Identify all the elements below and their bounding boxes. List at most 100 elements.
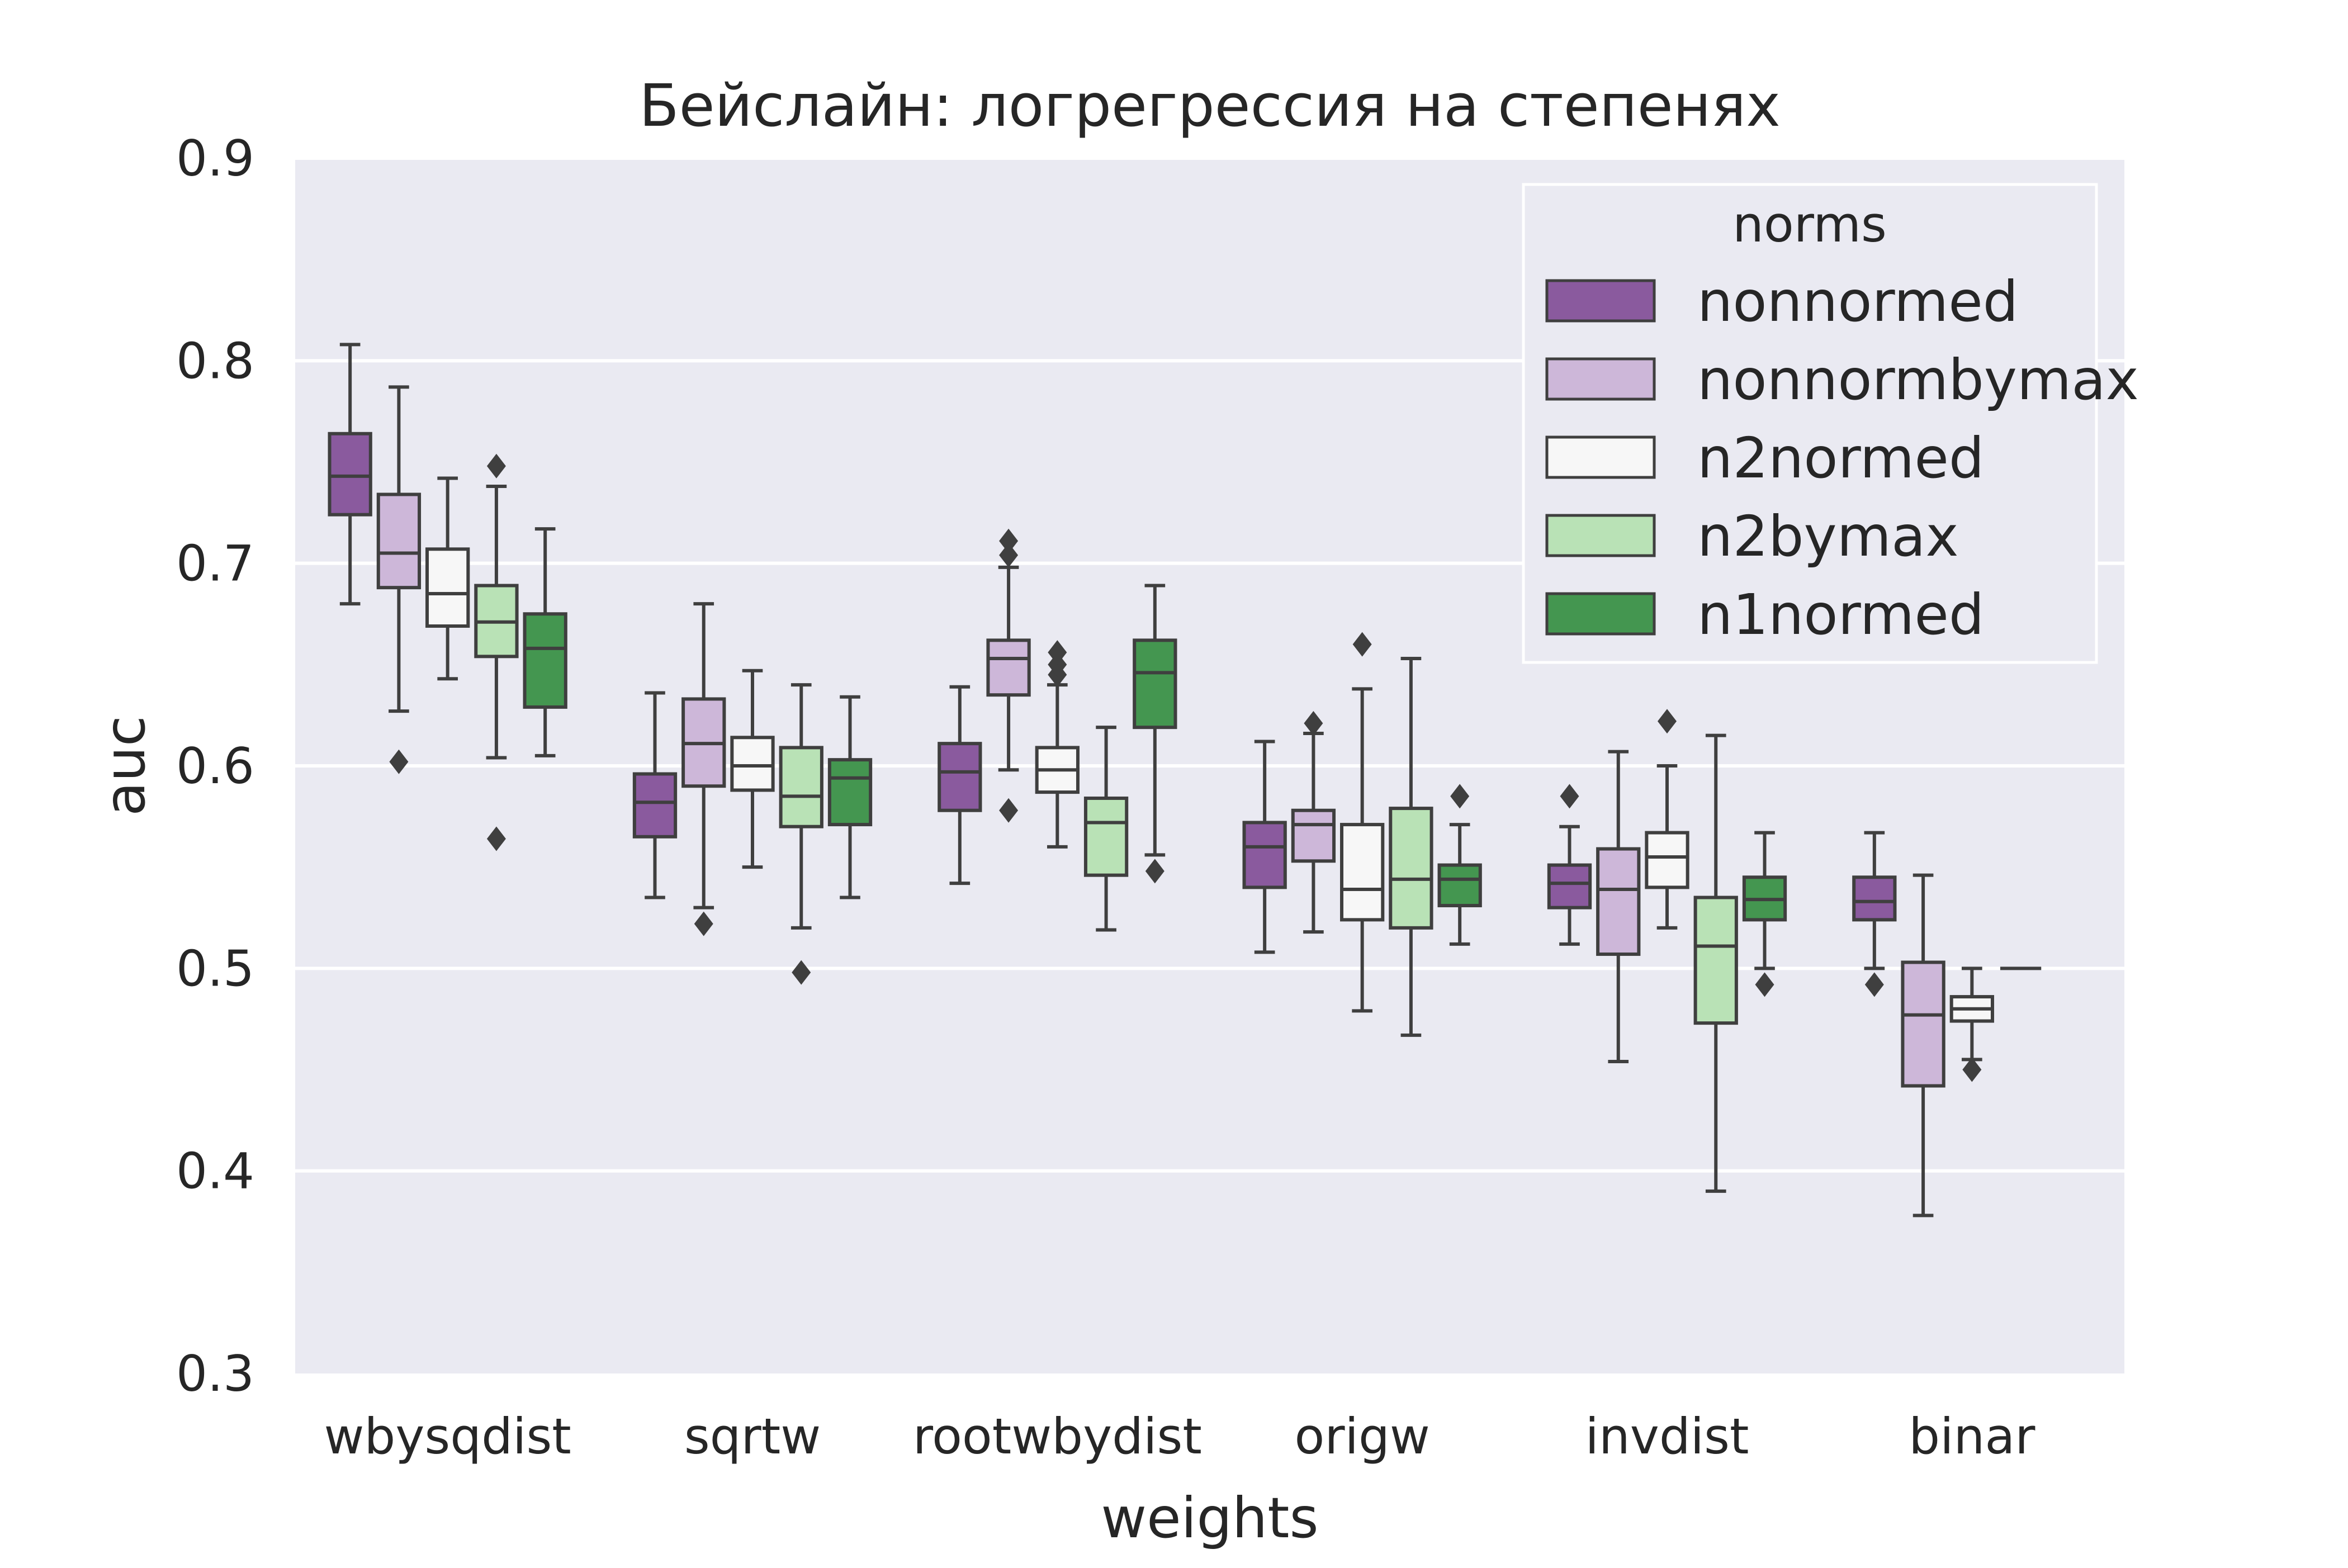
outlier-point — [486, 453, 506, 479]
box-rootwbydist-n1normed — [1133, 584, 1177, 884]
legend-swatch-n2bymax — [1545, 514, 1656, 557]
box-origw-n2bymax — [1389, 656, 1433, 1037]
outlier-point — [1352, 632, 1372, 657]
box-binar-nonnormbymax — [1901, 873, 1945, 1218]
box-wbysqdist-nonnormbymax — [376, 385, 422, 774]
y-tick-label: 0.7 — [176, 535, 254, 593]
box-body — [1133, 638, 1177, 729]
box-body — [986, 638, 1031, 697]
box-body — [1389, 807, 1433, 930]
y-tick-label: 0.4 — [176, 1143, 254, 1200]
box-sqrtw-n1normed — [827, 695, 873, 899]
box-body — [1547, 863, 1592, 909]
legend-swatch-n1normed — [1545, 592, 1656, 636]
y-tick-labels: 0.3 0.4 0.5 0.6 0.7 0.8 0.9 — [176, 130, 254, 1403]
box-group-wbysqdist — [328, 343, 567, 851]
outlier-point — [792, 960, 811, 985]
box-binar-n2normed — [1949, 967, 1994, 1082]
outlier-point — [1864, 972, 1884, 997]
box-wbysqdist-n2bymax — [474, 453, 519, 851]
outlier-point — [999, 543, 1019, 568]
box-origw-n1normed — [1437, 784, 1482, 946]
box-invdist-n1normed — [1742, 831, 1787, 997]
box-body — [328, 432, 372, 517]
box-rootwbydist-nonnormbymax — [986, 528, 1031, 823]
gridlines — [295, 157, 2124, 1173]
box-groups — [328, 343, 2042, 1218]
outlier-point — [694, 911, 713, 936]
box-body — [1291, 808, 1336, 863]
box-body — [1596, 847, 1641, 956]
box-invdist-nonnormed — [1547, 784, 1592, 946]
box-body — [1693, 896, 1738, 1025]
legend-swatch-nonnormbymax — [1545, 357, 1656, 401]
legend-swatch-nonnormed — [1545, 279, 1656, 323]
chart-title: Бейслайн: логрегрессия на степенях — [639, 72, 1781, 140]
legend-swatch-n2normed — [1545, 435, 1656, 479]
x-tick-label: wbysqdist — [324, 1408, 571, 1465]
legend-label-nonnormed: nonnormed — [1697, 269, 2018, 334]
box-rootwbydist-n2bymax — [1083, 726, 1129, 932]
legend-frame — [1522, 183, 2098, 664]
box-body — [938, 742, 982, 812]
y-tick-label: 0.9 — [176, 130, 254, 187]
legend-label-n2normed: n2normed — [1697, 425, 1984, 491]
y-tick-label: 0.8 — [176, 332, 254, 390]
box-origw-nonnormed — [1242, 740, 1287, 954]
box-invdist-nonnormbymax — [1596, 750, 1641, 1064]
box-rootwbydist-nonnormed — [938, 685, 982, 885]
x-tick-label: origw — [1295, 1408, 1430, 1465]
box-body — [1852, 875, 1897, 922]
outlier-point — [389, 749, 409, 774]
x-tick-label: invdist — [1585, 1408, 1749, 1465]
box-body — [425, 547, 470, 628]
box-body — [1901, 960, 1945, 1088]
box-group-rootwbydist — [938, 528, 1177, 932]
x-axis-label: weights — [1101, 1485, 1318, 1551]
box-wbysqdist-n1normed — [523, 527, 567, 757]
y-tick-label: 0.5 — [176, 940, 254, 997]
box-body — [1645, 831, 1689, 889]
box-body — [1242, 821, 1287, 889]
y-tick-label: 0.6 — [176, 737, 254, 795]
outlier-point — [999, 798, 1019, 823]
box-body — [730, 736, 775, 792]
box-body — [1083, 796, 1129, 877]
outlier-point — [1048, 640, 1067, 665]
box-binar-nonnormed — [1852, 831, 1897, 997]
outlier-point — [1755, 972, 1774, 997]
x-tick-labels: wbysqdist sqrtw rootwbydist origw invdist bin… — [324, 1408, 2036, 1465]
box-sqrtw-nonnormbymax — [681, 602, 726, 936]
outlier-point — [1145, 859, 1164, 884]
outlier-point — [1304, 710, 1323, 736]
box-invdist-n2normed — [1645, 709, 1689, 930]
box-body — [523, 612, 567, 709]
box-group-invdist — [1547, 709, 1787, 1193]
outlier-point — [486, 826, 506, 851]
y-tick-label: 0.3 — [176, 1345, 254, 1403]
x-tick-label: rootwbydist — [913, 1408, 1202, 1465]
box-origw-nonnormbymax — [1291, 710, 1336, 934]
box-body — [1437, 863, 1482, 908]
legend-label-n1normed: n1normed — [1697, 582, 1984, 647]
box-origw-n2normed — [1340, 632, 1385, 1013]
outlier-point — [1450, 784, 1470, 809]
box-rootwbydist-n2normed — [1035, 640, 1080, 849]
legend-label-nonnormbymax: nonnormbymax — [1697, 347, 2139, 413]
box-invdist-n2bymax — [1693, 733, 1738, 1193]
box-sqrtw-nonnormed — [632, 691, 678, 899]
box-body — [632, 772, 678, 839]
outlier-point — [999, 528, 1019, 553]
box-group-binar — [1852, 831, 2042, 1218]
legend-label-n2bymax: n2bymax — [1697, 504, 1959, 569]
box-wbysqdist-nonnormed — [328, 343, 372, 606]
outlier-point — [1962, 1057, 1982, 1082]
box-body — [376, 492, 422, 590]
x-tick-label: sqrtw — [684, 1408, 821, 1465]
x-tick-label: binar — [1909, 1408, 2035, 1465]
legend-title: norms — [1732, 196, 1887, 253]
box-body — [827, 758, 873, 827]
box-sqrtw-n2bymax — [779, 683, 823, 985]
